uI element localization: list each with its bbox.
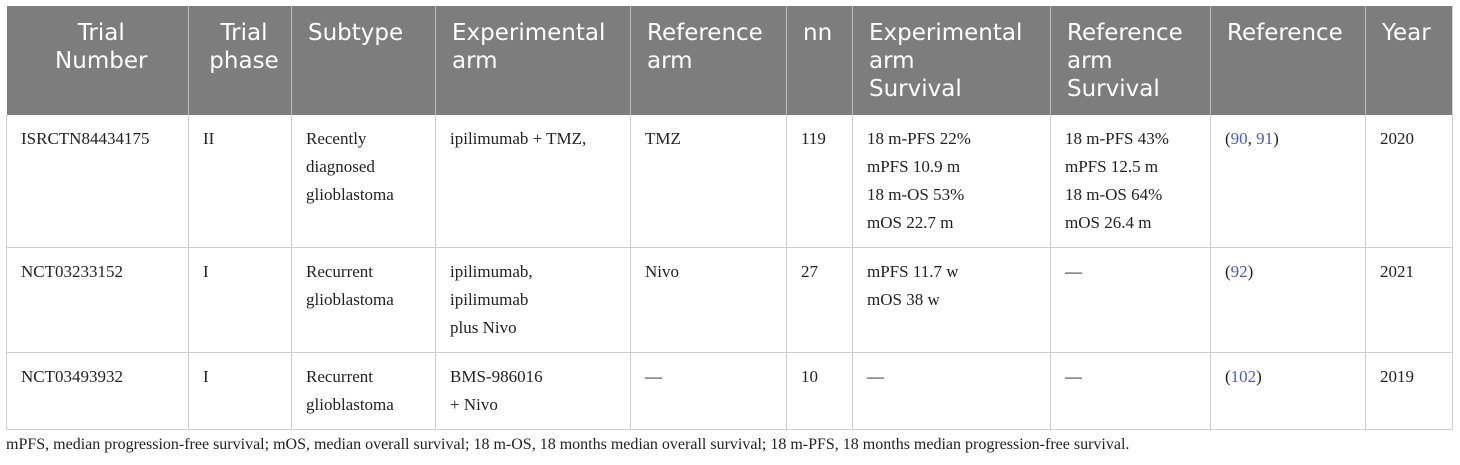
cell-reference-survival: — xyxy=(1050,247,1211,353)
cell-reference-arm: — xyxy=(630,352,787,430)
citation-link[interactable]: 91 xyxy=(1256,129,1274,148)
cell-year: 2019 xyxy=(1365,352,1453,430)
citation-link[interactable]: 92 xyxy=(1230,262,1248,281)
table-row: NCT03233152 I Recurrent glioblastoma ipi… xyxy=(6,247,1453,353)
header-subtype: Subtype xyxy=(291,6,436,115)
trials-table-container: Trial Number Trial phase Subtype Experim… xyxy=(6,6,1453,430)
cell-experimental-survival: — xyxy=(852,352,1051,430)
cell-subtype: Recurrent glioblastoma xyxy=(291,352,436,430)
header-n: nn xyxy=(786,6,853,115)
header-trial-phase: Trial phase xyxy=(188,6,292,115)
cell-experimental-arm: ipilimumab + TMZ, xyxy=(435,115,631,248)
cell-trial-number: NCT03493932 xyxy=(6,352,189,430)
cell-reference: (92) xyxy=(1210,247,1366,353)
header-reference-arm-survival: Reference arm Survival xyxy=(1050,6,1211,115)
cell-subtype: Recently diagnosed glioblastoma xyxy=(291,115,436,248)
cell-phase: I xyxy=(188,247,292,353)
cell-experimental-survival: 18 m-PFS 22% mPFS 10.9 m 18 m-OS 53% mOS… xyxy=(852,115,1051,248)
header-experimental-arm-survival: Experimental arm Survival xyxy=(852,6,1051,115)
cell-reference-arm: Nivo xyxy=(630,247,787,353)
cell-n: 27 xyxy=(786,247,853,353)
cell-n: 119 xyxy=(786,115,853,248)
cell-phase: I xyxy=(188,352,292,430)
table-header-row: Trial Number Trial phase Subtype Experim… xyxy=(6,6,1453,115)
header-experimental-arm: Experimental arm xyxy=(435,6,631,115)
citation-link[interactable]: 102 xyxy=(1230,367,1257,386)
table-footnote: mPFS, median progression-free survival; … xyxy=(6,436,1130,453)
cell-phase: II xyxy=(188,115,292,248)
cell-trial-number: NCT03233152 xyxy=(6,247,189,353)
cell-trial-number: ISRCTN84434175 xyxy=(6,115,189,248)
cell-reference-arm: TMZ xyxy=(630,115,787,248)
cell-reference: (90, 91) xyxy=(1210,115,1366,248)
cell-experimental-survival: mPFS 11.7 w mOS 38 w xyxy=(852,247,1051,353)
clinical-trials-table: Trial Number Trial phase Subtype Experim… xyxy=(6,6,1453,430)
cell-reference: (102) xyxy=(1210,352,1366,430)
cell-year: 2020 xyxy=(1365,115,1453,248)
cell-reference-survival: 18 m-PFS 43% mPFS 12.5 m 18 m-OS 64% mOS… xyxy=(1050,115,1211,248)
header-reference: Reference xyxy=(1210,6,1366,115)
cell-n: 10 xyxy=(786,352,853,430)
cell-reference-survival: — xyxy=(1050,352,1211,430)
header-year: Year xyxy=(1365,6,1453,115)
header-trial-number: Trial Number xyxy=(6,6,189,115)
cell-experimental-arm: BMS-986016 + Nivo xyxy=(435,352,631,430)
cell-subtype: Recurrent glioblastoma xyxy=(291,247,436,353)
cell-experimental-arm: ipilimumab, ipilimumab plus Nivo xyxy=(435,247,631,353)
header-reference-arm: Reference arm xyxy=(630,6,787,115)
table-row: ISRCTN84434175 II Recently diagnosed gli… xyxy=(6,115,1453,248)
table-row: NCT03493932 I Recurrent glioblastoma BMS… xyxy=(6,352,1453,430)
citation-link[interactable]: 90 xyxy=(1230,129,1248,148)
cell-year: 2021 xyxy=(1365,247,1453,353)
